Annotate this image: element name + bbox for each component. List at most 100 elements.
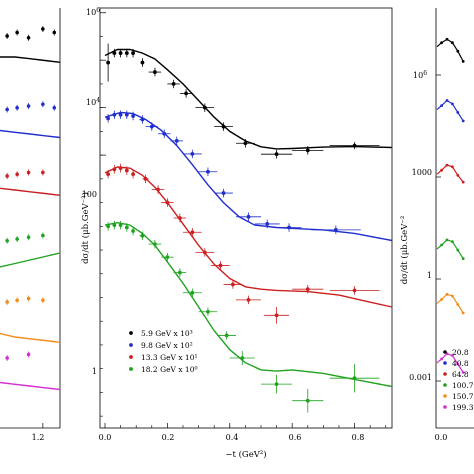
x-tick-label: 0.6 bbox=[289, 433, 302, 442]
right-data-point bbox=[440, 357, 443, 361]
left-data-point bbox=[26, 170, 31, 175]
legend-marker bbox=[443, 361, 447, 365]
right-data-point bbox=[451, 102, 454, 106]
center-plot-area bbox=[104, 43, 393, 413]
data-point bbox=[224, 333, 229, 338]
right-plot-area bbox=[436, 37, 465, 382]
legend-label: 100.7 bbox=[452, 381, 474, 390]
right-series-curve bbox=[436, 239, 464, 259]
data-point bbox=[190, 290, 195, 295]
right-data-point bbox=[445, 37, 449, 41]
data-point bbox=[177, 270, 182, 275]
data-point bbox=[162, 131, 167, 136]
data-point bbox=[153, 242, 157, 247]
data-point bbox=[149, 124, 154, 129]
data-point bbox=[352, 376, 357, 381]
right-data-point bbox=[440, 298, 443, 301]
right-data-point bbox=[451, 41, 454, 45]
data-point bbox=[131, 172, 135, 177]
right-x-tick-label: 0.0 bbox=[435, 433, 448, 442]
right-data-point bbox=[461, 257, 465, 260]
series-curve bbox=[104, 166, 393, 308]
legend-marker bbox=[443, 383, 447, 387]
right-y-tick-label-1e6-exp: 6 bbox=[423, 70, 427, 77]
y-tick-label-1e6: 106 bbox=[86, 7, 100, 18]
data-point bbox=[352, 288, 357, 293]
left-series-curve bbox=[0, 187, 61, 196]
right-data-point bbox=[456, 173, 460, 177]
left-data-point bbox=[5, 34, 9, 38]
right-series-curve bbox=[436, 164, 464, 183]
data-point bbox=[274, 152, 279, 157]
data-point bbox=[305, 398, 310, 403]
legend-label: 199.3 bbox=[452, 403, 474, 412]
left-series-curve bbox=[0, 332, 61, 343]
y-tick-label-1e6-exp: 6 bbox=[96, 7, 100, 14]
left-data-point bbox=[26, 352, 31, 357]
right-data-point bbox=[461, 311, 465, 315]
legend-label: 18.2 GeV x 10⁰ bbox=[141, 365, 197, 374]
left-data-point bbox=[5, 356, 9, 360]
left-series-curve bbox=[0, 381, 61, 391]
left-data-point bbox=[5, 174, 9, 178]
legend-marker bbox=[129, 343, 133, 347]
left-data-point bbox=[15, 237, 19, 241]
right-data-point bbox=[456, 362, 460, 366]
data-point bbox=[206, 169, 210, 174]
data-point bbox=[118, 51, 123, 55]
right-data-point bbox=[451, 240, 454, 244]
data-point bbox=[352, 143, 357, 148]
right-panel: 106 1000 1 0.001 0.0 dσ/dt (μb.GeV⁻² 20.… bbox=[399, 8, 474, 442]
data-point bbox=[124, 168, 129, 173]
x-tick-label: 0.0 bbox=[99, 433, 112, 442]
legend-marker bbox=[129, 367, 133, 371]
data-point bbox=[246, 214, 251, 219]
series-curve bbox=[104, 221, 393, 388]
legend-label: 20.8 bbox=[452, 348, 469, 357]
data-point bbox=[202, 105, 207, 110]
data-point bbox=[140, 60, 145, 65]
data-point bbox=[184, 91, 189, 96]
right-data-point bbox=[440, 243, 443, 247]
data-point bbox=[131, 51, 135, 55]
right-data-point bbox=[445, 292, 449, 296]
left-series-curve bbox=[0, 252, 61, 268]
legend-marker bbox=[443, 372, 447, 376]
data-point bbox=[190, 152, 195, 156]
data-point bbox=[124, 112, 129, 117]
right-data-point bbox=[451, 165, 454, 169]
left-x-tick-label: 1.2 bbox=[32, 433, 45, 442]
legend-label: 5.9 GeV x 10³ bbox=[141, 329, 193, 338]
right-data-point bbox=[456, 248, 460, 252]
series-curve bbox=[104, 111, 393, 242]
right-series-curve bbox=[436, 293, 464, 314]
right-data-point bbox=[456, 49, 460, 53]
left-data-point bbox=[15, 172, 19, 177]
left-data-point bbox=[52, 30, 57, 35]
left-data-point bbox=[5, 300, 9, 304]
right-data-point bbox=[440, 104, 443, 107]
data-point bbox=[165, 200, 170, 205]
data-point bbox=[106, 60, 111, 65]
data-point bbox=[171, 82, 176, 86]
right-data-point bbox=[451, 354, 454, 357]
left-data-point bbox=[52, 105, 57, 110]
right-data-point bbox=[445, 163, 449, 167]
left-data-point bbox=[41, 170, 45, 175]
legend-label: 9.8 GeV x 10² bbox=[141, 341, 193, 350]
legend-marker bbox=[129, 355, 133, 359]
center-panel: 106 104 100 1 0.0 0.2 0.4 0.6 0.8 −t (Ge… bbox=[80, 7, 393, 460]
left-panel: 1.2 bbox=[0, 8, 61, 442]
data-point bbox=[140, 233, 145, 238]
right-data-point bbox=[440, 168, 443, 172]
data-point bbox=[221, 191, 226, 195]
data-point bbox=[153, 70, 157, 74]
right-data-point bbox=[461, 180, 465, 184]
left-data-point bbox=[15, 105, 19, 110]
data-point bbox=[177, 216, 182, 220]
data-point bbox=[333, 227, 338, 232]
right-data-point bbox=[440, 41, 443, 45]
left-data-point bbox=[26, 104, 31, 108]
right-data-point bbox=[445, 99, 449, 102]
